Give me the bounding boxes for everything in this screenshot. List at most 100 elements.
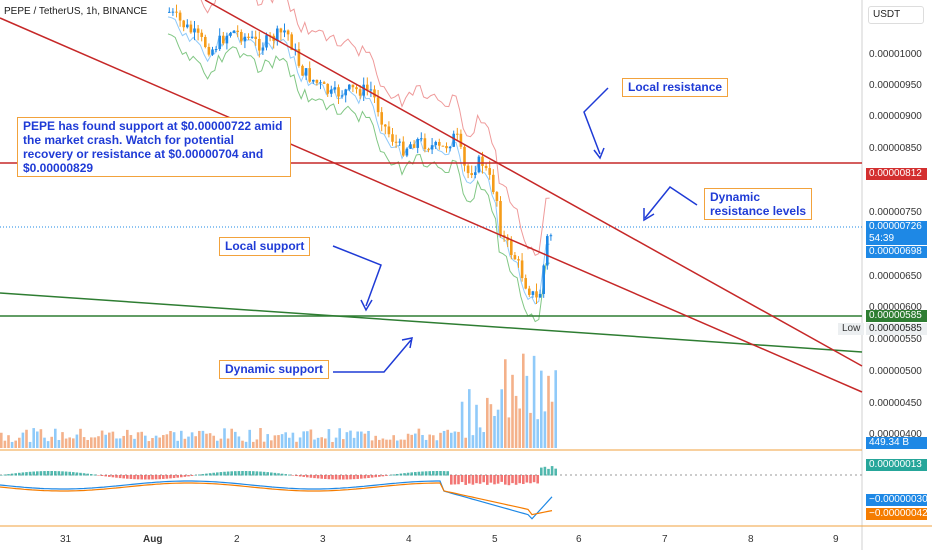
dynamic-resistance-label[interactable]: Dynamic resistance levels xyxy=(704,188,813,220)
volume-bar xyxy=(259,428,262,448)
macd-histogram-bar xyxy=(320,475,323,479)
macd-histogram-bar xyxy=(97,475,100,476)
currency-button[interactable]: USDT xyxy=(868,6,924,24)
candle-body xyxy=(492,174,495,193)
candle-body xyxy=(542,265,545,294)
volume-bar xyxy=(151,438,154,448)
main-note-label[interactable]: PEPE has found support at $0.00000722 am… xyxy=(17,117,291,177)
candle-body xyxy=(171,11,175,13)
price-tick: 0.00000400 xyxy=(869,429,922,440)
macd-histogram-bar xyxy=(244,471,248,476)
date-tick: 5 xyxy=(492,534,498,545)
macd-histogram-bar xyxy=(511,475,514,484)
volume-bar xyxy=(187,436,190,448)
macd-histogram-bar xyxy=(554,468,557,476)
candle-body xyxy=(391,134,394,142)
volume-bar xyxy=(75,434,79,448)
volume-bar xyxy=(244,441,248,448)
macd-histogram-bar xyxy=(68,471,71,476)
volume-bar xyxy=(298,437,302,448)
macd-histogram-bar xyxy=(136,475,140,480)
price-tick: 0.00000750 xyxy=(869,207,922,218)
volume-bar xyxy=(324,438,327,448)
candle-body xyxy=(312,79,315,82)
dynamic-support-label[interactable]: Dynamic support xyxy=(219,360,330,379)
candle-body xyxy=(178,12,182,21)
macd-histogram-bar xyxy=(118,475,122,479)
candle-body xyxy=(373,89,376,98)
macd-histogram-bar xyxy=(295,475,298,477)
local-resistance-arrowhead xyxy=(593,147,605,160)
macd-histogram-bar xyxy=(183,475,187,477)
price-tick: 0.00000450 xyxy=(869,398,922,409)
volume-bar xyxy=(529,412,532,448)
macd-histogram-bar xyxy=(396,473,399,476)
macd-histogram-bar xyxy=(399,473,403,476)
macd-histogram-bar xyxy=(313,475,316,479)
macd-histogram-bar xyxy=(442,471,446,476)
date-tick: 9 xyxy=(833,534,839,545)
candle-body xyxy=(456,133,459,135)
macd-histogram-bar xyxy=(133,475,136,480)
volume-bar xyxy=(208,433,212,448)
macd-histogram-bar xyxy=(331,475,334,480)
volume-bar xyxy=(435,440,439,448)
candle-body xyxy=(355,87,358,90)
dynamic-support-arrow xyxy=(333,339,412,373)
macd-histogram-bar xyxy=(547,468,550,476)
macd-histogram-bar xyxy=(32,471,35,476)
date-tick: 7 xyxy=(662,534,668,545)
candle-body xyxy=(538,293,542,298)
macd-histogram-bar xyxy=(158,475,161,480)
candle-body xyxy=(535,291,538,298)
macd-histogram-bar xyxy=(291,475,295,476)
candle-body xyxy=(517,259,520,261)
macd-histogram-bar xyxy=(464,475,467,485)
candle-body xyxy=(416,139,419,148)
macd-histogram-bar xyxy=(43,471,46,476)
volume-bar xyxy=(97,436,100,448)
volume-bar xyxy=(554,370,557,448)
volume-bar xyxy=(190,432,194,448)
signal-line xyxy=(0,482,553,516)
volume-bar xyxy=(205,433,208,448)
volume-bar xyxy=(118,438,122,448)
macd-histogram-bar xyxy=(500,475,503,482)
volume-bar xyxy=(10,441,14,448)
volume-bar xyxy=(255,439,259,448)
volume-bar xyxy=(374,435,377,448)
volume-bar xyxy=(334,437,338,448)
macd-histogram-bar xyxy=(3,474,7,476)
volume-bar xyxy=(57,439,61,448)
price-tick: 0.00000500 xyxy=(869,366,922,377)
macd-histogram-bar xyxy=(190,475,194,476)
volume-bar xyxy=(338,428,341,448)
macd-histogram-bar xyxy=(439,471,442,476)
volume-bar xyxy=(446,429,449,448)
candle-body xyxy=(470,173,473,176)
candle-body xyxy=(196,28,200,33)
local-resistance-label[interactable]: Local resistance xyxy=(622,78,729,97)
macd-histogram-bar xyxy=(525,475,529,483)
macd-histogram-bar xyxy=(39,471,43,476)
volume-bar xyxy=(183,438,187,448)
volume-bar xyxy=(230,428,233,448)
candle-body xyxy=(258,38,261,51)
candle-body xyxy=(344,89,347,96)
local-support-label[interactable]: Local support xyxy=(219,237,311,256)
volume-bar xyxy=(273,435,277,448)
macd-histogram-bar xyxy=(324,475,327,479)
macd-histogram-bar xyxy=(504,475,507,485)
volume-bar xyxy=(61,432,64,448)
macd-histogram-bar xyxy=(147,475,151,480)
volume-bar xyxy=(126,429,129,448)
volume-bar xyxy=(295,441,298,448)
macd-histogram-bar xyxy=(349,475,352,480)
macd-histogram-bar xyxy=(334,475,338,480)
volume-bar xyxy=(7,435,10,448)
volume-bar xyxy=(363,433,367,448)
volume-bar xyxy=(550,401,554,448)
volume-bar xyxy=(540,370,543,448)
candle-body xyxy=(499,200,502,236)
